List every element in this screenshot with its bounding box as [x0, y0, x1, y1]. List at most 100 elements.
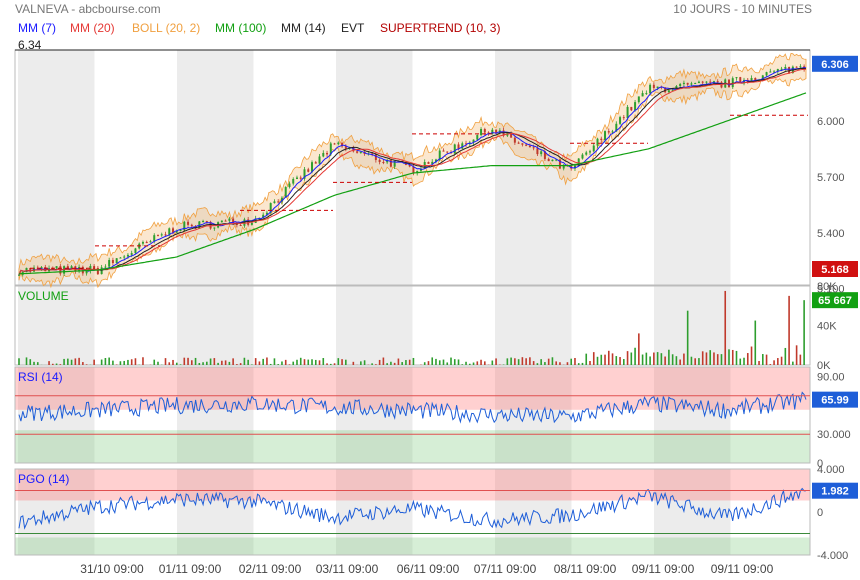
volume-bar: [236, 364, 238, 365]
price-tick: 5.100: [817, 284, 845, 296]
volume-bar: [74, 358, 77, 365]
volume-bar: [698, 358, 700, 365]
candle-body: [438, 150, 441, 160]
candle-body: [85, 270, 88, 274]
indicator-supertrend[interactable]: SUPERTREND (10, 3): [380, 21, 501, 35]
pgo-title: PGO (14): [18, 472, 69, 486]
indicator-boll[interactable]: BOLL (20, 2): [132, 21, 201, 35]
candle-body: [765, 72, 768, 76]
volume-bar: [540, 359, 542, 365]
session-band: [177, 50, 254, 285]
candle-body: [682, 82, 685, 85]
candle-body: [446, 151, 449, 153]
volume-bar: [251, 364, 253, 365]
volume-bar: [157, 361, 159, 365]
volume-bar: [705, 352, 708, 365]
candle-body: [153, 235, 156, 242]
volume-bar: [461, 364, 464, 365]
candle-body: [577, 158, 580, 166]
candle-body: [326, 152, 329, 155]
volume-bar: [247, 359, 249, 365]
rsi-frame: [14, 366, 811, 464]
volume-bar: [408, 359, 411, 365]
candle-body: [412, 166, 415, 174]
volume-bar: [792, 361, 794, 365]
candle-body: [89, 266, 92, 271]
volume-bar: [694, 358, 696, 365]
candle-body: [269, 203, 272, 213]
candle-body: [547, 158, 550, 162]
indicator-mm100[interactable]: MM (100): [215, 21, 267, 35]
candle-body: [521, 143, 524, 145]
volume-bar: [570, 358, 573, 365]
volume-bar: [536, 363, 539, 365]
volume-bar: [29, 359, 32, 365]
volume-bar: [701, 351, 704, 365]
volume-bar: [401, 362, 403, 365]
rsi-last-badge: [812, 391, 858, 408]
volume-bar: [243, 357, 246, 365]
volume-bar: [450, 357, 452, 365]
volume-bar: [803, 300, 805, 365]
rsi-oversold-zone: [15, 430, 810, 463]
candle-body: [622, 117, 625, 119]
volume-bar: [363, 360, 366, 365]
volume-bar: [604, 354, 606, 365]
candle-body: [175, 231, 178, 233]
candle-body: [776, 69, 779, 72]
candle-body: [187, 221, 190, 225]
volume-bar: [720, 354, 723, 365]
x-tick: 08/11 09:00: [554, 562, 617, 576]
volume-bar: [446, 362, 449, 365]
candle-body: [40, 267, 43, 269]
indicator-evt[interactable]: EVT: [341, 21, 365, 35]
chart-source: VALNEVA - abcbourse.com: [15, 2, 161, 16]
mm20-line: [18, 68, 807, 275]
volume-bar: [179, 364, 182, 365]
volume-bar: [607, 350, 610, 365]
candle-body: [686, 82, 689, 85]
volume-bar: [517, 359, 520, 365]
volume-bar: [683, 353, 685, 365]
volume-bar: [716, 354, 719, 365]
candle-body: [588, 151, 591, 153]
candle-body: [619, 117, 622, 124]
session-bands: [18, 50, 731, 555]
session-band: [654, 50, 731, 285]
session-band: [18, 367, 95, 463]
volume-bar: [773, 360, 775, 365]
chart-period: 10 JOURS - 10 MINUTES: [673, 2, 812, 16]
candle-body: [795, 66, 798, 68]
volume-bar: [619, 357, 621, 365]
indicator-mm7[interactable]: MM (7): [18, 21, 56, 35]
rsi-overbought-zone: [15, 367, 810, 410]
candle-body: [607, 131, 610, 133]
volume-bar: [788, 295, 790, 365]
candle-body: [164, 234, 167, 236]
candle-body: [96, 267, 99, 275]
candle-body: [322, 152, 325, 157]
volume-bar: [574, 357, 576, 365]
volume-bar: [292, 361, 295, 365]
candle-body: [126, 254, 129, 257]
volume-bar: [153, 359, 156, 365]
candle-body: [382, 162, 385, 164]
volume-bar: [100, 359, 103, 365]
volume-bar: [307, 359, 310, 365]
candle-body: [51, 268, 54, 270]
volume-bar: [277, 364, 280, 365]
candle-body: [284, 187, 287, 198]
pgo-frame: [14, 468, 811, 556]
volume-bar: [371, 363, 373, 365]
indicator-mm20[interactable]: MM (20): [70, 21, 115, 35]
last-price-label: 6.306: [821, 59, 849, 71]
candle-body: [536, 148, 539, 155]
candle-body: [615, 123, 618, 132]
volume-bar: [168, 362, 171, 365]
candle-body: [476, 135, 479, 140]
indicator-mm14[interactable]: MM (14): [281, 21, 326, 35]
volume-bar: [322, 358, 325, 365]
volume-bar: [198, 362, 201, 365]
volume-bar: [476, 361, 479, 365]
volume-bar: [750, 346, 753, 365]
